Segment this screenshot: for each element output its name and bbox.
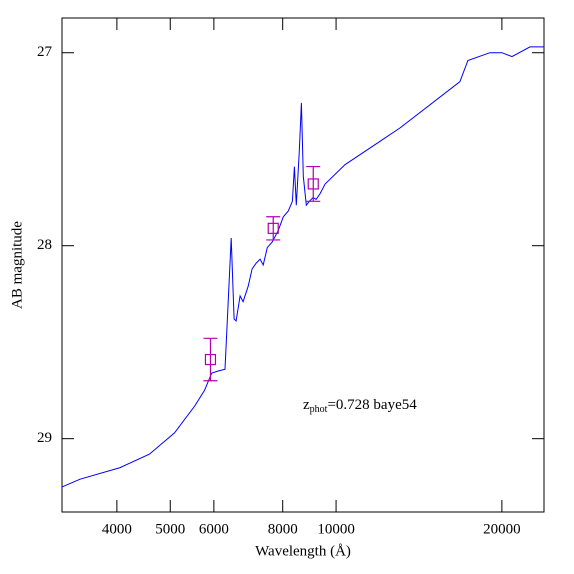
x-tick-label: 8000 — [268, 521, 298, 537]
y-tick-label: 28 — [37, 237, 52, 253]
x-tick-label: 10000 — [317, 521, 355, 537]
sed-line — [61, 46, 544, 488]
annotation: zphot=0.728 baye54 — [303, 397, 417, 415]
photometry-point — [204, 353, 217, 366]
annotation-rest: =0.728 baye54 — [327, 397, 417, 413]
y-axis-label: AB magnitude — [9, 221, 25, 309]
photometry-point — [307, 178, 319, 190]
x-tick-label: 20000 — [483, 521, 521, 537]
error-bar — [266, 216, 281, 241]
x-axis-label: Wavelength (Å) — [255, 543, 351, 559]
x-tick-label: 5000 — [155, 521, 185, 537]
x-tick-label: 4000 — [102, 521, 132, 537]
y-tick-label: 29 — [37, 430, 52, 446]
annotation-sub: phot — [310, 404, 328, 415]
error-bar — [203, 337, 218, 382]
x-tick-label: 6000 — [199, 521, 229, 537]
photometry-point — [267, 222, 279, 234]
annotation-z: z — [303, 397, 310, 413]
y-tick-label: 27 — [37, 44, 53, 60]
plot-frame — [61, 17, 545, 513]
error-bar — [306, 165, 321, 202]
